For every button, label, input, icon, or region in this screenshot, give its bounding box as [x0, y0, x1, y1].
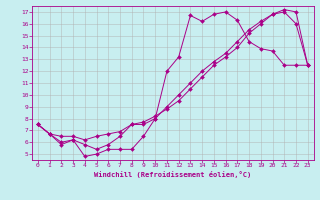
X-axis label: Windchill (Refroidissement éolien,°C): Windchill (Refroidissement éolien,°C) — [94, 171, 252, 178]
